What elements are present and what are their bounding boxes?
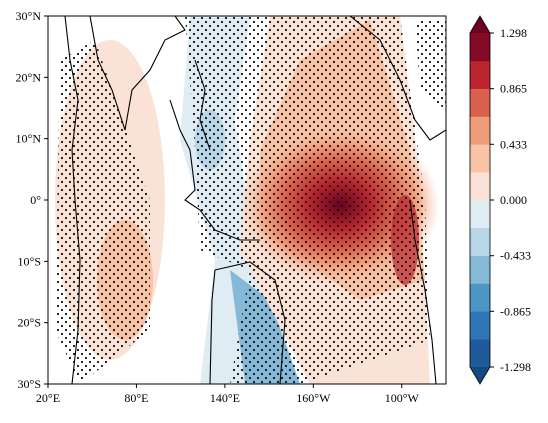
colorbar-tick-label: 1.298	[500, 26, 527, 40]
coastlines	[64, 16, 446, 384]
x-tick-label: 160°W	[296, 391, 331, 405]
y-tick-label: 30°N	[16, 9, 42, 23]
y-tick-label: 20°N	[16, 70, 42, 84]
x-tick-label: 100°W	[385, 391, 420, 405]
coastline	[194, 59, 211, 151]
colorbar-band	[470, 88, 490, 117]
x-tick-label: 80°E	[124, 391, 148, 405]
y-tick-label: 0°	[30, 193, 41, 207]
colorbar-tick-label: -0.865	[500, 304, 531, 318]
coastline	[169, 99, 260, 241]
coastline	[64, 16, 81, 384]
colorbar-band	[470, 283, 490, 312]
coastline	[349, 16, 446, 141]
coastline	[409, 199, 437, 384]
colorbar-tick-label: -0.433	[500, 249, 531, 263]
colorbar: 1.298 0.865 0.433 0.000 -0.433 -0.865 -1.298	[469, 15, 531, 385]
colorbar-tick-label: 0.865	[500, 82, 527, 96]
y-tick-label: 20°S	[18, 316, 41, 330]
colorbar-band	[470, 227, 490, 256]
x-tick-label: 20°E	[36, 391, 60, 405]
coastline	[209, 261, 286, 384]
field	[48, 16, 446, 384]
colorbar-band	[470, 33, 490, 62]
colorbar-band	[470, 311, 490, 340]
y-tick-label: 10°S	[18, 254, 41, 268]
axes: 20°E 80°E 140°E 160°W 100°W 30°N 20°N 10°N 0° 10°…	[16, 9, 420, 405]
colorbar-extend-low	[470, 367, 490, 384]
y-tick-label: 30°S	[18, 377, 41, 391]
colorbar-tick-label: -1.298	[500, 360, 531, 374]
colorbar-band	[470, 200, 490, 229]
y-tick-label: 10°N	[16, 132, 42, 146]
colorbar-band	[470, 60, 490, 89]
stippling	[185, 16, 430, 384]
colorbar-band	[470, 255, 490, 284]
stippling	[415, 20, 446, 110]
colorbar-band	[470, 116, 490, 145]
x-tick-label: 140°E	[210, 391, 240, 405]
coastline	[89, 16, 186, 131]
colorbar-band	[470, 339, 490, 368]
colorbar-extend-high	[470, 16, 490, 33]
colorbar-band	[470, 172, 490, 201]
colorbar-tick-label: 0.433	[500, 137, 527, 151]
colorbar-band	[470, 144, 490, 173]
colorbar-tick-label: 0.000	[500, 193, 527, 207]
